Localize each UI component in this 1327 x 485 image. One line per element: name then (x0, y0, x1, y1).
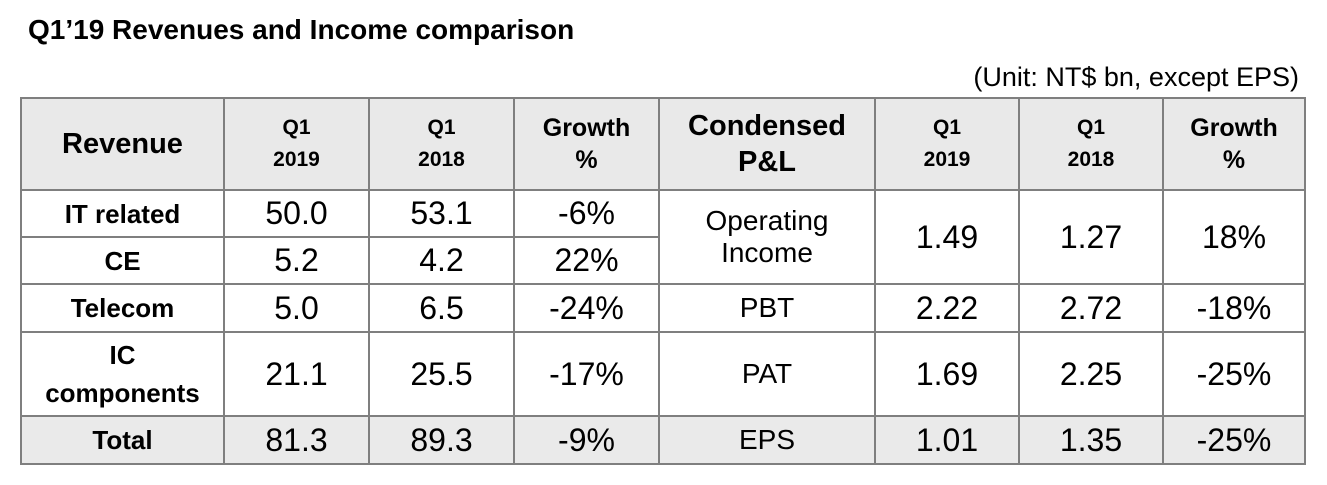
revenue-label: IT related (20, 189, 225, 238)
header-pl-growth-line2: % (1222, 146, 1246, 174)
revenue-q1-2018: 89.3 (368, 415, 515, 465)
header-q1-2018-line2: 2018 (418, 148, 465, 171)
revenue-label-line1: IC (109, 340, 136, 370)
pl-growth: -25% (1162, 331, 1306, 417)
pl-q1-2019: 2.22 (874, 283, 1020, 333)
pl-growth: 18% (1162, 189, 1306, 285)
pl-label-operating-income: Operating Income (658, 189, 876, 285)
page-title: Q1’19 Revenues and Income comparison (28, 14, 575, 45)
header-q1-2019-line2: 2019 (273, 148, 320, 171)
pl-label-line2: Income (721, 237, 813, 268)
header-q1-2019-line1: Q1 (282, 116, 311, 139)
comparison-table: Revenue Q1 2019 Q1 2018 Growth % Condens… (20, 97, 1306, 465)
header-pl-q1-2018-line1: Q1 (1076, 116, 1105, 139)
header-pl-q1-2018: Q1 2018 (1018, 97, 1164, 191)
pl-q1-2019: 1.01 (874, 415, 1020, 465)
table-row-total: Total 81.3 89.3 -9% EPS 1.01 1.35 -25% (20, 415, 1306, 465)
revenue-label-total: Total (20, 415, 225, 465)
revenue-growth: -6% (513, 189, 660, 238)
revenue-label-ic-components: IC components (20, 331, 225, 417)
header-pl-line1: Condensed (688, 110, 846, 142)
pl-q1-2018: 1.27 (1018, 189, 1164, 285)
pl-q1-2019: 1.69 (874, 331, 1020, 417)
revenue-q1-2018: 6.5 (368, 283, 515, 333)
header-q1-2018: Q1 2018 (368, 97, 515, 191)
revenue-q1-2019: 50.0 (223, 189, 370, 238)
header-revenue: Revenue (20, 97, 225, 191)
header-pl-line2: P&L (738, 146, 796, 178)
revenue-q1-2019: 5.2 (223, 236, 370, 285)
header-pl-q1-2019-line2: 2019 (923, 148, 971, 171)
header-pl-q1-2018-line2: 2018 (1067, 148, 1115, 171)
revenue-growth: -9% (513, 415, 660, 465)
pl-q1-2018: 2.72 (1018, 283, 1164, 333)
revenue-growth: -17% (513, 331, 660, 417)
revenue-growth: 22% (513, 236, 660, 285)
table-row: IC components 21.1 25.5 -17% PAT 1.69 2.… (20, 331, 1306, 417)
header-pl-q1-2019: Q1 2019 (874, 97, 1020, 191)
pl-label: EPS (658, 415, 876, 465)
header-growth-line1: Growth (542, 114, 631, 142)
pl-label: PAT (658, 331, 876, 417)
revenue-label: Telecom (20, 283, 225, 333)
pl-label-line1: Operating (705, 205, 829, 236)
header-condensed-pl: Condensed P&L (658, 97, 876, 191)
revenue-q1-2018: 25.5 (368, 331, 515, 417)
header-row: Revenue Q1 2019 Q1 2018 Growth % Condens… (20, 97, 1306, 191)
header-growth-line2: % (575, 146, 598, 174)
header-pl-growth-line1: Growth (1190, 114, 1278, 142)
pl-q1-2019: 1.49 (874, 189, 1020, 285)
pl-growth: -18% (1162, 283, 1306, 333)
revenue-q1-2019: 5.0 (223, 283, 370, 333)
table-row: CE 5.2 4.2 22% (20, 236, 1305, 285)
header-pl-q1-2019-line1: Q1 (932, 116, 961, 139)
table-row: Telecom 5.0 6.5 -24% PBT 2.22 2.72 -18% (20, 283, 1306, 333)
pl-q1-2018: 2.25 (1018, 331, 1164, 417)
header-q1-2019: Q1 2019 (223, 97, 370, 191)
revenue-q1-2018: 53.1 (368, 189, 515, 238)
table-row: IT related 50.0 53.1 -6% Operating Incom… (20, 189, 1306, 285)
revenue-q1-2019: 21.1 (223, 331, 370, 417)
header-growth: Growth % (513, 97, 660, 191)
pl-label: PBT (658, 283, 876, 333)
pl-growth: -25% (1162, 415, 1306, 465)
revenue-label-line2: components (45, 378, 200, 408)
revenue-q1-2018: 4.2 (368, 236, 515, 285)
revenue-q1-2019: 81.3 (223, 415, 370, 465)
pl-q1-2018: 1.35 (1018, 415, 1164, 465)
unit-note: (Unit: NT$ bn, except EPS) (973, 62, 1299, 92)
revenue-growth: -24% (513, 283, 660, 333)
header-q1-2018-line1: Q1 (427, 116, 456, 139)
revenue-label: CE (20, 236, 225, 285)
header-pl-growth: Growth % (1162, 97, 1306, 191)
